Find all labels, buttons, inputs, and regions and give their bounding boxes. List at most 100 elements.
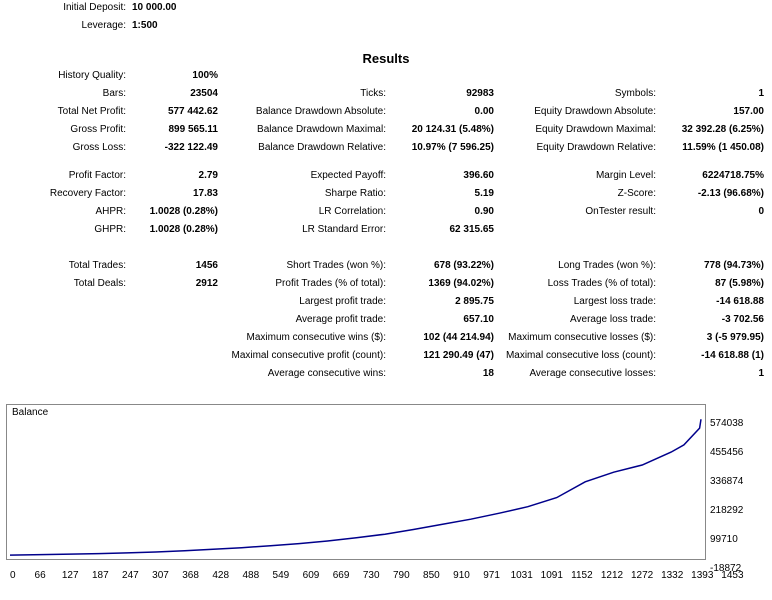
col2-label: Balance Drawdown Maximal: — [257, 124, 386, 135]
col2-label: LR Standard Error: — [302, 224, 386, 235]
col3-value: 157.00 — [733, 106, 764, 117]
x-tick-label: 1091 — [541, 570, 564, 581]
col3-label: Margin Level: — [595, 170, 656, 181]
col3-value: 11.59% (1 450.08) — [682, 142, 764, 153]
x-tick-label: 0 — [10, 570, 16, 581]
col1-label: History Quality: — [58, 70, 126, 81]
col3-label: Equity Drawdown Absolute: — [534, 106, 656, 117]
col3-label: Average loss trade: — [570, 314, 656, 325]
y-tick-label: 574038 — [710, 418, 744, 429]
col3-label: Equity Drawdown Maximal: — [535, 124, 656, 135]
x-tick-label: 127 — [62, 570, 79, 581]
col3-value: -3 702.56 — [721, 314, 764, 325]
chart-plot-area — [6, 404, 706, 560]
col3-label: Maximum consecutive losses ($): — [508, 332, 656, 343]
x-tick-label: 368 — [182, 570, 199, 581]
y-tick-label: 218292 — [710, 505, 744, 516]
col1-value: 100% — [192, 70, 218, 81]
col3-value: 87 (5.98%) — [715, 278, 764, 289]
col2-label: Largest profit trade: — [299, 296, 386, 307]
balance-chart: Balance 0 66 127 187 247 307 368 428 488 549 609 66… — [6, 404, 744, 581]
x-tick-label: 850 — [423, 570, 440, 581]
col3-value: -14 618.88 (1) — [701, 350, 764, 361]
col2-value: 1369 (94.02%) — [428, 278, 494, 289]
col3-label: Symbols: — [614, 88, 656, 99]
x-tick-label: 1031 — [511, 570, 534, 581]
col3-value: 778 (94.73%) — [703, 260, 764, 271]
col3-label: Long Trades (won %): — [558, 260, 656, 271]
x-tick-label: 790 — [393, 570, 410, 581]
col1-label: Total Deals: — [73, 278, 126, 289]
col1-label: Bars: — [102, 88, 126, 99]
col3-value: -14 618.88 — [716, 296, 764, 307]
col2-value: 5.19 — [474, 188, 494, 199]
col2-value: 678 (93.22%) — [433, 260, 494, 271]
col1-value: 1.0028 (0.28%) — [149, 224, 218, 235]
col2-value: 10.97% (7 596.25) — [411, 142, 494, 153]
x-tick-label: 1393 — [691, 570, 714, 581]
col2-value: 657.10 — [463, 314, 494, 325]
col2-label: Average consecutive wins: — [267, 368, 386, 379]
x-tick-label: 730 — [363, 570, 380, 581]
col2-value: 0.90 — [474, 206, 494, 217]
y-tick-label: 336874 — [710, 476, 744, 487]
results-title: Results — [362, 51, 410, 66]
col1-label: GHPR: — [94, 224, 126, 235]
x-tick-label: 910 — [453, 570, 470, 581]
col2-label: Balance Drawdown Relative: — [258, 142, 386, 153]
col2-value: 62 315.65 — [449, 224, 495, 235]
col1-value: 23504 — [190, 88, 218, 99]
col1-label: Profit Factor: — [68, 170, 126, 181]
col2-value: 2 895.75 — [455, 296, 494, 307]
x-tick-label: 1453 — [721, 570, 744, 581]
col2-value: 121 290.49 (47) — [423, 350, 494, 361]
col2-label: Balance Drawdown Absolute: — [255, 106, 386, 117]
x-tick-label: 971 — [483, 570, 500, 581]
col1-value: 1.0028 (0.28%) — [149, 206, 218, 217]
col3-label: Z-Score: — [617, 188, 656, 199]
col2-label: LR Correlation: — [318, 206, 386, 217]
col3-value: 32 392.28 (6.25%) — [681, 124, 764, 135]
col1-value: 2.79 — [198, 170, 218, 181]
col2-value: 18 — [482, 368, 494, 379]
col3-value: 6224718.75% — [702, 170, 764, 181]
col2-value: 396.60 — [463, 170, 494, 181]
x-tick-label: 1332 — [661, 570, 684, 581]
x-tick-label: 66 — [35, 570, 47, 581]
col1-label: Total Net Profit: — [57, 106, 126, 117]
x-tick-label: 428 — [212, 570, 229, 581]
col3-value: 1 — [758, 88, 764, 99]
col1-value: 577 442.62 — [167, 106, 218, 117]
x-tick-label: 187 — [92, 570, 109, 581]
col3-value: 0 — [758, 206, 764, 217]
col2-value: 0.00 — [474, 106, 494, 117]
col2-value: 102 (44 214.94) — [423, 332, 494, 343]
y-tick-label: 99710 — [710, 534, 738, 545]
initial-deposit-label: Initial Deposit: — [63, 2, 126, 13]
initial-deposit-value: 10 000.00 — [132, 2, 177, 13]
x-tick-label: 1152 — [571, 570, 593, 581]
col1-label: AHPR: — [95, 206, 126, 217]
col1-label: Gross Profit: — [70, 124, 126, 135]
col1-value: 2912 — [195, 278, 218, 289]
col2-value: 92983 — [466, 88, 494, 99]
x-tick-label: 307 — [152, 570, 169, 581]
chart-title: Balance — [12, 407, 49, 418]
col3-label: Loss Trades (% of total): — [547, 278, 656, 289]
balance-series-line — [9, 419, 702, 556]
col2-label: Maximum consecutive wins ($): — [246, 332, 386, 343]
col3-label: Average consecutive losses: — [529, 368, 656, 379]
leverage-value: 1:500 — [132, 20, 158, 31]
col1-label: Gross Loss: — [72, 142, 126, 153]
leverage-label: Leverage: — [81, 20, 126, 31]
col2-label: Maximal consecutive profit (count): — [231, 350, 386, 361]
col3-label: Equity Drawdown Relative: — [536, 142, 657, 153]
col3-label: Maximal consecutive loss (count): — [505, 350, 656, 361]
col3-value: 3 (-5 979.95) — [706, 332, 764, 343]
col2-value: 20 124.31 (5.48%) — [411, 124, 494, 135]
x-tick-label: 549 — [273, 570, 290, 581]
y-tick-label: -18872 — [710, 563, 742, 574]
col2-label: Profit Trades (% of total): — [275, 278, 386, 289]
y-tick-label: 455456 — [710, 447, 744, 458]
col1-value: -322 122.49 — [164, 142, 218, 153]
